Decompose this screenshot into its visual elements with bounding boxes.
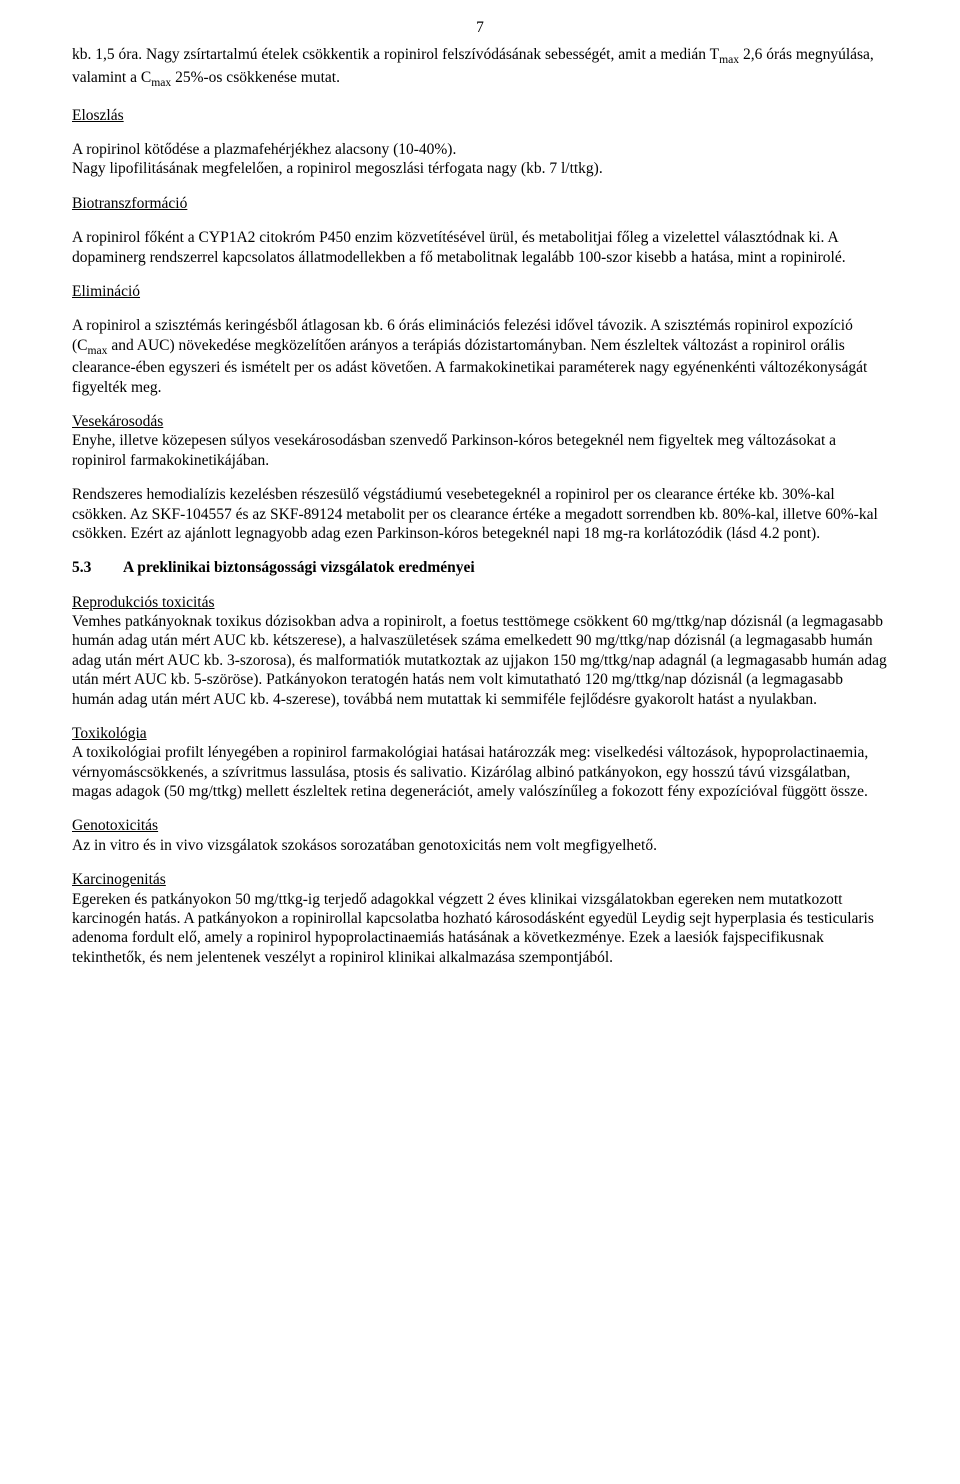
subheading-genotox: Genotoxicitás — [72, 817, 158, 834]
page-number: 7 — [72, 18, 888, 37]
subheading-biotransz: Biotranszformáció — [72, 194, 888, 213]
paragraph-biotransz: A ropinirol főként a CYP1A2 citokróm P45… — [72, 228, 888, 267]
subscript: max — [88, 344, 108, 357]
section-heading-5-3: 5.3 A preklinikai biztonságossági vizsgá… — [72, 558, 888, 577]
paragraph-hemodialysis: Rendszeres hemodialízis kezelésben része… — [72, 485, 888, 543]
subheading-reprod: Reprodukciós toxicitás — [72, 594, 215, 611]
subheading-eloszlas: Eloszlás — [72, 106, 888, 125]
paragraph-genotox: Az in vitro és in vivo vizsgálatok szoká… — [72, 836, 888, 855]
text: A ropirinol kötődése a plazmafehérjékhez… — [72, 141, 456, 158]
subheading-vesekarosodas: Vesekárosodás — [72, 413, 163, 430]
paragraph-vesekarosodas: Enyhe, illetve közepesen súlyos vesekáro… — [72, 431, 888, 470]
paragraph-eloszlas: A ropirinol kötődése a plazmafehérjékhez… — [72, 140, 888, 179]
subscript: max — [719, 53, 739, 66]
section-number: 5.3 — [72, 558, 120, 577]
paragraph-karcinogen: Egereken és patkányokon 50 mg/ttkg-ig te… — [72, 890, 888, 968]
paragraph-eliminacio: A ropinirol a szisztémás keringésből átl… — [72, 316, 888, 397]
subheading-karcinogen: Karcinogenitás — [72, 871, 166, 888]
paragraph-reprod: Vemhes patkányoknak toxikus dózisokban a… — [72, 612, 888, 709]
text: Nagy lipofilitásának megfelelően, a ropi… — [72, 160, 603, 177]
text: 25%-os csökkenése mutat. — [171, 69, 340, 86]
subscript: max — [151, 76, 171, 89]
text: and AUC) növekedése megközelítően arányo… — [72, 337, 867, 396]
section-title: A preklinikai biztonságossági vizsgálato… — [123, 559, 475, 576]
paragraph-toxikologia: A toxikológiai profilt lényegében a ropi… — [72, 743, 888, 801]
text: kb. 1,5 óra. Nagy zsírtartalmú ételek cs… — [72, 46, 719, 63]
subheading-toxikologia: Toxikológia — [72, 725, 147, 742]
paragraph-intro: kb. 1,5 óra. Nagy zsírtartalmú ételek cs… — [72, 45, 888, 90]
subheading-eliminacio: Elimináció — [72, 282, 888, 301]
